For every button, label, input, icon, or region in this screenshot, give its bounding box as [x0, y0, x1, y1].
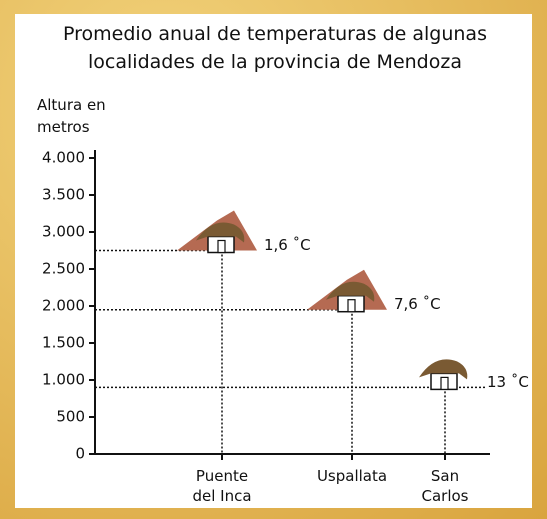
y-tick-label: 2.000: [42, 297, 85, 315]
y-tick-label: 3.500: [42, 186, 85, 204]
house-door: [441, 377, 448, 389]
frame: Promedio anual de temperaturas de alguna…: [0, 0, 547, 519]
y-tick-label: 0: [75, 445, 85, 463]
chart: 05001.0001.5002.0002.5003.0003.5004.000P…: [0, 0, 547, 519]
temperature-label: 1,6 ˚C: [264, 236, 311, 254]
locality-marker: [177, 211, 257, 253]
y-tick-label: 2.500: [42, 260, 85, 278]
house-door: [218, 241, 225, 253]
locality-marker: [419, 359, 467, 389]
y-tick-label: 1.000: [42, 371, 85, 389]
y-tick-label: 1.500: [42, 334, 85, 352]
temperature-label: 7,6 ˚C: [394, 295, 441, 313]
temperature-label: 13 ˚C: [487, 373, 529, 391]
y-tick-label: 500: [56, 408, 85, 426]
y-tick-label: 4.000: [42, 149, 85, 167]
y-tick-label: 3.000: [42, 223, 85, 241]
locality-marker: [307, 270, 387, 312]
house-door: [348, 300, 355, 312]
x-tick-label: Uspallata: [317, 467, 387, 485]
